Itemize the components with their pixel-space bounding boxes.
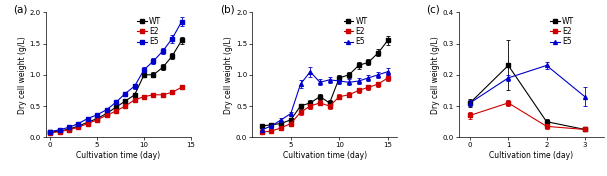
Legend: WT, E2, E5: WT, E2, E5 — [343, 16, 368, 47]
X-axis label: Cultivation time (day): Cultivation time (day) — [489, 151, 574, 160]
Text: (a): (a) — [13, 5, 28, 15]
Y-axis label: Dry cell weight (g/L): Dry cell weight (g/L) — [18, 36, 27, 114]
Text: (b): (b) — [220, 5, 235, 15]
X-axis label: Cultivation time (day): Cultivation time (day) — [76, 151, 160, 160]
Legend: WT, E2, E5: WT, E2, E5 — [137, 16, 161, 47]
Legend: WT, E2, E5: WT, E2, E5 — [549, 16, 575, 47]
X-axis label: Cultivation time (day): Cultivation time (day) — [283, 151, 367, 160]
Y-axis label: Dry cell weight (g/L): Dry cell weight (g/L) — [430, 36, 439, 114]
Y-axis label: Dry cell weight (g/L): Dry cell weight (g/L) — [224, 36, 233, 114]
Text: (c): (c) — [427, 5, 440, 15]
